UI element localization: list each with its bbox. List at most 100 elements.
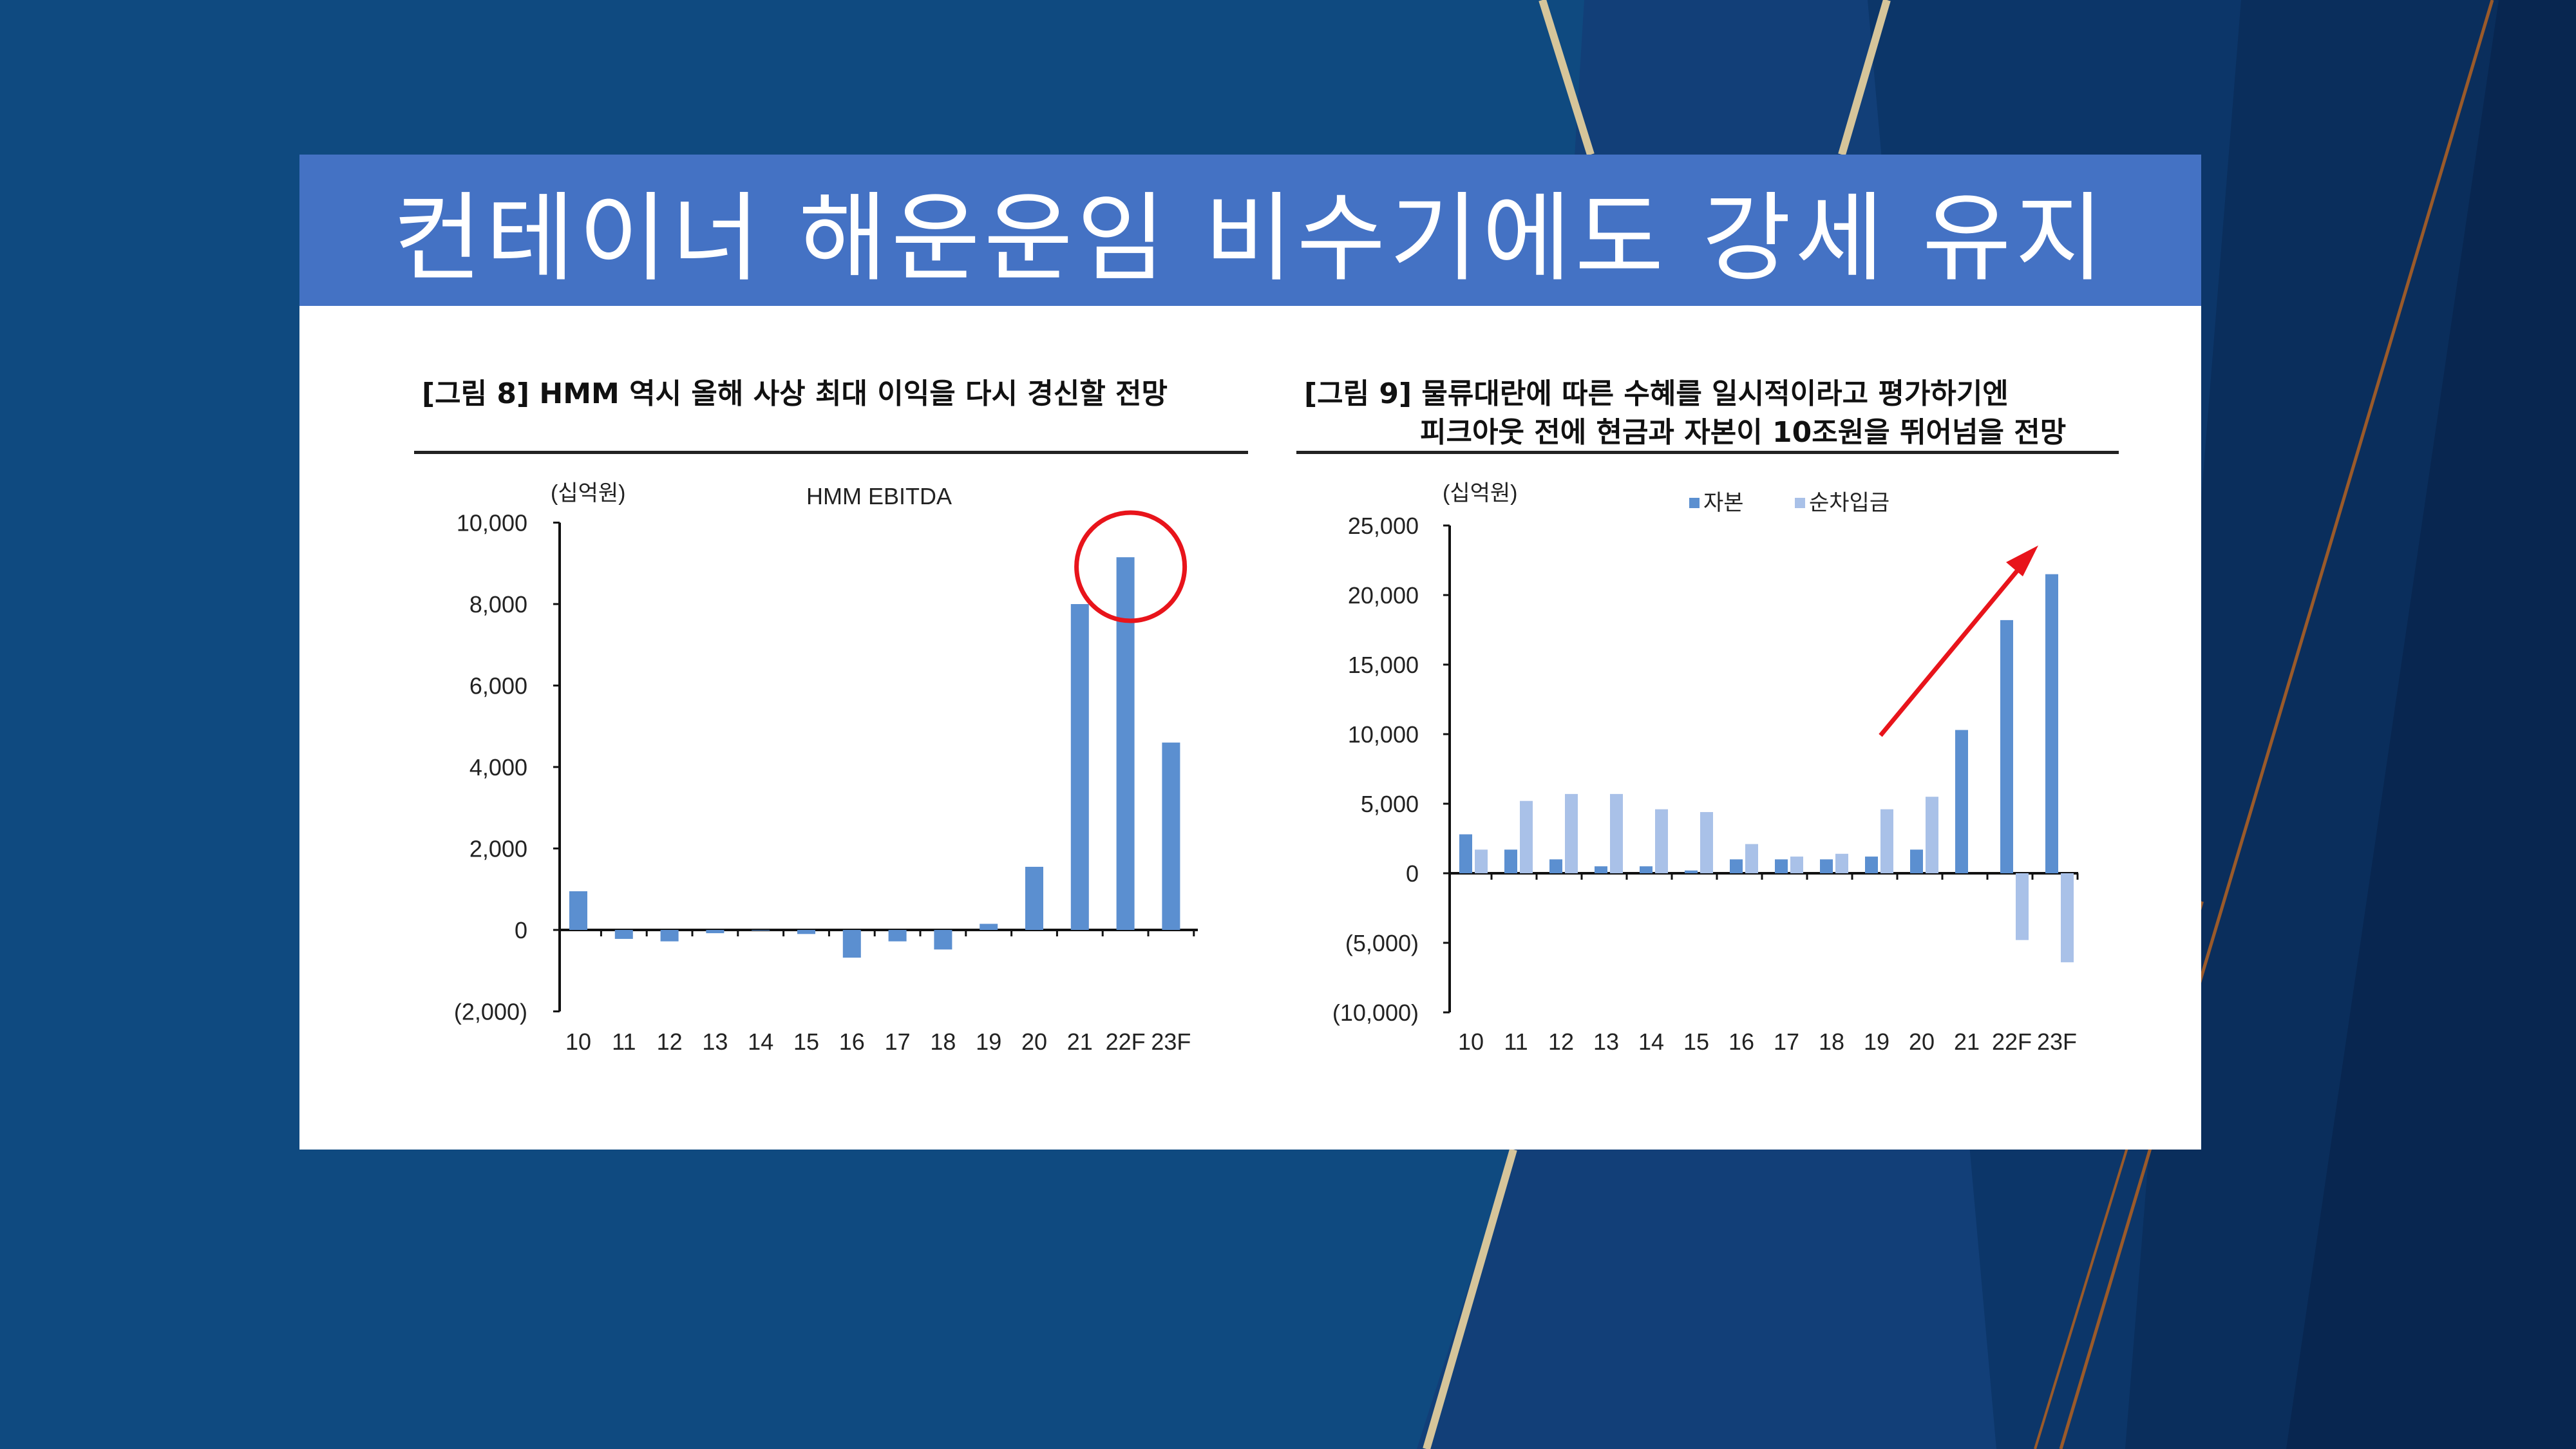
legend-label: 순차입금 xyxy=(1809,491,1889,515)
y-tick-label: 10,000 xyxy=(1348,721,1419,748)
x-tick-label: 14 xyxy=(1638,1028,1664,1055)
equity-netdebt-chart: 25,000 20,000 15,000 10,000 5,000 0 (5,000) (10… xyxy=(1332,481,2079,1055)
bar xyxy=(1700,811,1713,873)
bar xyxy=(569,891,587,930)
bar xyxy=(660,930,679,942)
y-tick-label: 25,000 xyxy=(1348,513,1419,539)
figure8-rule xyxy=(414,451,1248,454)
x-tick-label: 22F xyxy=(1106,1028,1146,1055)
figure8-caption: [그림 8] HMM 역시 올해 사상 최대 이익을 다시 경신할 전망 xyxy=(422,377,1168,410)
bar xyxy=(1162,743,1180,930)
bar xyxy=(2016,873,2029,940)
x-tick-label: 20 xyxy=(1021,1028,1047,1055)
bar xyxy=(1504,849,1517,873)
x-tick-label: 16 xyxy=(839,1028,865,1055)
x-tick-label: 15 xyxy=(1683,1028,1709,1055)
unit-label: (십억원) xyxy=(1443,481,1517,506)
bar xyxy=(1745,844,1758,873)
bar xyxy=(1070,604,1089,930)
y-tick-label: 6,000 xyxy=(469,673,527,699)
bar xyxy=(2000,620,2013,873)
bar xyxy=(1520,800,1533,873)
bar xyxy=(1610,793,1623,873)
x-tick-label: 21 xyxy=(1954,1028,1980,1055)
bar xyxy=(2061,873,2074,963)
y-tick-label: 8,000 xyxy=(469,591,527,618)
figure9-caption-line1: [그림 9] 물류대란에 따른 수혜를 일시적이라고 평가하기엔 xyxy=(1304,377,2009,410)
bar xyxy=(1835,853,1848,873)
y-tick-label: 0 xyxy=(515,917,527,943)
bar xyxy=(1475,849,1488,873)
x-tick-label: 10 xyxy=(565,1028,591,1055)
bar xyxy=(706,930,724,934)
content-panel: [그림 8] HMM 역시 올해 사상 최대 이익을 다시 경신할 전망 [그림… xyxy=(299,306,2201,1150)
x-tick-label: 13 xyxy=(702,1028,728,1055)
x-tick-label: 19 xyxy=(976,1028,1001,1055)
trend-arrow-head xyxy=(2006,545,2038,576)
y-tick-label: (10,000) xyxy=(1332,999,1419,1026)
x-tick-label: 22F xyxy=(1992,1028,2032,1055)
y-tick-label: 2,000 xyxy=(469,836,527,862)
x-tick-label: 23F xyxy=(1151,1028,1191,1055)
slide-title: 컨테이너 해운운임 비수기에도 강세 유지 xyxy=(393,183,2108,295)
x-tick-label: 23F xyxy=(2037,1028,2077,1055)
x-tick-label: 13 xyxy=(1593,1028,1619,1055)
hmm-ebitda-chart: 10,000 8,000 6,000 4,000 2,000 0 (2,000) (십억원) H… xyxy=(454,481,1198,1055)
highlight-circle xyxy=(1074,510,1188,623)
x-tick-label: 18 xyxy=(930,1028,956,1055)
figure9-caption-line2: 피크아웃 전에 현금과 자본이 10조원을 뛰어넘을 전망 xyxy=(1420,416,2067,449)
x-tick-label: 18 xyxy=(1819,1028,1844,1055)
bar xyxy=(1865,857,1878,873)
x-tick-label: 14 xyxy=(748,1028,773,1055)
bar xyxy=(1775,859,1788,873)
bar xyxy=(1565,793,1578,873)
bar xyxy=(797,930,815,934)
x-tick-label: 12 xyxy=(1548,1028,1574,1055)
bar xyxy=(2045,574,2058,873)
figure9-rule xyxy=(1296,451,2119,454)
y-tick-label: (2,000) xyxy=(454,999,527,1025)
y-tick-label: 10,000 xyxy=(457,510,527,536)
bar xyxy=(1820,859,1833,873)
bar xyxy=(888,930,907,942)
y-tick-label: 5,000 xyxy=(1361,791,1419,817)
x-tick-label: 11 xyxy=(1504,1028,1528,1055)
bar xyxy=(1955,730,1968,873)
bar xyxy=(1926,797,1938,873)
bar xyxy=(752,930,770,931)
bar xyxy=(934,930,952,950)
bar xyxy=(1685,870,1698,873)
x-tick-label: 15 xyxy=(793,1028,819,1055)
legend-swatch xyxy=(1795,498,1805,508)
chart-title: HMM EBITDA xyxy=(806,483,952,509)
x-tick-label: 11 xyxy=(612,1028,636,1055)
bar xyxy=(1880,809,1893,873)
x-tick-label: 12 xyxy=(657,1028,683,1055)
y-tick-label: 15,000 xyxy=(1348,652,1419,678)
x-tick-label: 20 xyxy=(1909,1028,1935,1055)
bar xyxy=(842,930,861,958)
bar xyxy=(1790,857,1803,873)
unit-label: (십억원) xyxy=(551,481,625,506)
x-tick-label: 17 xyxy=(1774,1028,1799,1055)
x-tick-label: 16 xyxy=(1728,1028,1754,1055)
legend-label: 자본 xyxy=(1703,491,1744,515)
bar xyxy=(1459,834,1472,873)
y-tick-label: (5,000) xyxy=(1345,930,1419,956)
bar xyxy=(1025,866,1043,930)
title-bar: 컨테이너 해운운임 비수기에도 강세 유지 xyxy=(299,155,2201,306)
bar xyxy=(1640,866,1653,873)
y-tick-label: 20,000 xyxy=(1348,582,1419,609)
y-tick-label: 4,000 xyxy=(469,754,527,781)
x-tick-label: 19 xyxy=(1864,1028,1889,1055)
bar xyxy=(1730,859,1743,873)
bar xyxy=(1595,866,1607,873)
trend-arrow-line xyxy=(1879,563,2024,737)
y-tick-label: 0 xyxy=(1406,860,1419,887)
bar xyxy=(1549,859,1562,873)
bar xyxy=(1655,809,1668,873)
bar xyxy=(980,923,998,930)
x-tick-label: 10 xyxy=(1458,1028,1484,1055)
x-tick-label: 21 xyxy=(1067,1028,1093,1055)
bar xyxy=(614,930,633,939)
